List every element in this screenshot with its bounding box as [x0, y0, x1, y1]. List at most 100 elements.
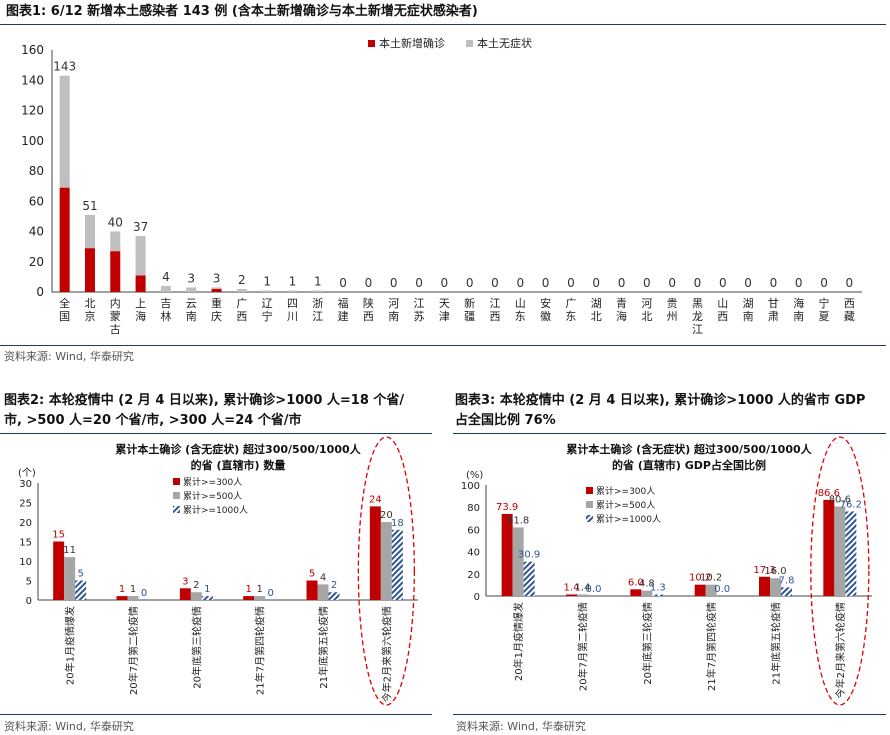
fig1-category-label: 广 — [565, 297, 576, 310]
fig2-category-label: 20年底第三轮疫情 — [190, 606, 203, 689]
fig2-bar — [243, 596, 255, 600]
fig1-category-label: 河 — [641, 297, 652, 310]
fig1-category-label: 州 — [667, 310, 678, 323]
fig1-category-label: 古 — [110, 323, 121, 336]
fig3-bar — [705, 584, 717, 596]
fig3-bar — [630, 589, 642, 596]
fig1-bar-confirmed — [135, 275, 146, 292]
fig1-data-label: 0 — [491, 276, 499, 290]
fig3-chart-title-line2: 的省 (直辖市) GDP占全国比例 — [612, 458, 766, 472]
fig1-category-label: 京 — [84, 309, 95, 323]
fig1-data-label: 0 — [820, 276, 828, 290]
fig1-category-label: 海 — [793, 296, 804, 310]
fig1-category-label: 陕 — [363, 296, 374, 310]
fig1-data-label: 1 — [314, 274, 322, 288]
fig3-bar — [501, 513, 513, 596]
fig1-legend-confirmed: 本土新增确诊 — [379, 36, 445, 50]
fig2-data-label: 1 — [119, 584, 125, 595]
fig1-category-label: 宁 — [819, 296, 830, 310]
fig1-category-label: 疆 — [464, 310, 475, 323]
fig2-bar — [328, 592, 340, 600]
fig2-title-line2: 市, >500 人=20 个省/市, >300 人=24 个省/市 — [4, 413, 302, 428]
fig2-bar — [127, 596, 139, 600]
fig1-bar-asymptomatic — [160, 285, 171, 292]
fig1-category-label: 内 — [110, 296, 121, 310]
fig1-data-label: 3 — [213, 271, 221, 285]
fig3-category-label: 21年底第五轮疫情 — [770, 602, 783, 685]
fig2-legend-label: 累计>=500人 — [183, 490, 242, 502]
fig1-category-label: 国 — [59, 310, 70, 323]
fig1-data-label: 37 — [133, 220, 148, 234]
fig3-ytick-label: 20 — [467, 570, 480, 581]
fig1-category-label: 辽 — [262, 297, 273, 310]
fig1-ytick-label: 100 — [21, 134, 44, 148]
fig3-ytick-label: 60 — [467, 525, 480, 536]
fig1-category-label: 湖 — [743, 297, 754, 310]
fig3-bar — [781, 587, 792, 596]
fig1-ytick-label: 160 — [21, 43, 44, 57]
fig1-category-label: 西 — [717, 310, 728, 323]
fig3-data-label: 0.0 — [714, 584, 730, 595]
fig1-category-label: 青 — [616, 297, 627, 310]
fig1-bar-asymptomatic — [110, 231, 121, 252]
fig2-bar — [75, 580, 87, 600]
fig2-category-label: 21年7月第四轮疫情 — [254, 606, 267, 695]
fig1-bar-confirmed — [84, 248, 95, 292]
fig1-bar-asymptomatic — [135, 236, 146, 276]
fig3-bottom-rule — [453, 714, 886, 715]
fig1-data-label: 0 — [694, 276, 702, 290]
fig1-data-label: 0 — [390, 276, 398, 290]
fig1-category-label: 甘 — [768, 297, 779, 310]
fig2-unit-label: (个) — [18, 467, 36, 479]
fig3-category-label: 21年7月第四轮疫情 — [705, 602, 718, 691]
fig2-bar — [64, 557, 76, 600]
fig1-category-label: 江 — [692, 323, 703, 336]
fig3-legend-swatch — [586, 487, 593, 494]
fig2-legend-swatch — [173, 506, 180, 513]
fig3-bar — [566, 594, 577, 596]
fig1-category-label: 津 — [439, 310, 450, 323]
fig1-data-label: 4 — [162, 270, 170, 284]
fig2-bar — [179, 588, 191, 600]
fig1-ytick-label: 40 — [29, 225, 44, 239]
fig3-chart-title-line1: 累计本土确诊 (含无症状) 超过300/500/1000人 — [566, 442, 812, 456]
fig3-legend-label: 累计>=300人 — [596, 485, 655, 497]
fig1-data-label: 0 — [516, 276, 524, 290]
fig3-data-label: 1.4 — [575, 582, 591, 593]
fig2-legend-swatch — [173, 492, 180, 499]
fig3-category-label: 20年1月疫情爆发 — [512, 602, 525, 681]
fig1-data-label: 0 — [441, 276, 449, 290]
fig1-legend-swatch-confirmed — [368, 40, 375, 47]
fig1-category-label: 北 — [84, 297, 95, 310]
fig2-category-label: 20年1月疫情爆发 — [64, 606, 77, 685]
fig2-category-label: 20年7月第二轮疫情 — [127, 606, 140, 695]
fig3-legend-swatch — [586, 515, 593, 522]
fig2-source: 资料来源: Wind, 华泰研究 — [4, 720, 134, 733]
fig3-data-label: 30.9 — [518, 550, 540, 561]
fig3-data-label: 10.2 — [689, 573, 711, 584]
fig2-data-label: 18 — [391, 518, 404, 529]
fig3-ytick-label: 0 — [474, 592, 480, 603]
fig1-data-label: 0 — [668, 276, 676, 290]
fig1-ytick-label: 120 — [21, 104, 44, 118]
fig1-data-label: 0 — [643, 276, 651, 290]
fig1-ytick-label: 0 — [36, 285, 44, 299]
fig3-bar — [641, 590, 653, 596]
fig2-data-label: 1 — [204, 584, 210, 595]
fig1-data-label: 0 — [719, 276, 727, 290]
fig2-ytick-label: 0 — [26, 596, 32, 607]
fig1-category-label: 夏 — [819, 310, 830, 323]
fig2-data-label: 2 — [193, 580, 199, 591]
fig3-data-label: 6.0 — [628, 577, 644, 588]
fig1-category-label: 海 — [616, 309, 627, 323]
fig3-bar — [823, 499, 835, 596]
fig3-title-line2: 占全国比例 76% — [455, 413, 556, 428]
fig1-top-rule — [0, 24, 886, 25]
fig1-category-label: 南 — [388, 310, 399, 323]
fig3-ytick-label: 100 — [461, 481, 480, 492]
fig1-category-label: 重 — [211, 296, 222, 310]
fig3-legend-label: 累计>=500人 — [596, 499, 655, 511]
fig1-category-label: 西 — [363, 310, 374, 323]
fig2-ytick-label: 10 — [19, 557, 32, 568]
fig1-bar-asymptomatic — [236, 288, 247, 292]
